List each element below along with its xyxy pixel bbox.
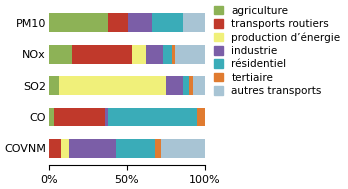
Bar xyxy=(183,76,189,95)
Bar xyxy=(197,108,205,126)
Bar xyxy=(189,76,193,95)
Legend: agriculture, transports routiers, production d’énergie, industrie, résidentiel, : agriculture, transports routiers, produc… xyxy=(212,4,343,98)
Bar xyxy=(175,45,205,64)
Bar xyxy=(69,139,116,158)
Bar xyxy=(105,108,108,126)
Bar xyxy=(49,139,61,158)
Bar xyxy=(108,108,197,126)
Bar xyxy=(72,45,132,64)
Bar xyxy=(155,139,161,158)
Bar xyxy=(58,76,166,95)
Bar xyxy=(54,108,105,126)
Bar xyxy=(49,76,58,95)
Bar xyxy=(132,45,145,64)
Bar xyxy=(116,139,155,158)
Bar xyxy=(145,45,163,64)
Bar xyxy=(183,13,205,32)
Bar xyxy=(193,76,205,95)
Bar xyxy=(152,13,183,32)
Bar xyxy=(49,13,108,32)
Bar xyxy=(108,13,128,32)
Bar xyxy=(61,139,69,158)
Bar xyxy=(49,45,72,64)
Bar xyxy=(166,76,183,95)
Bar xyxy=(128,13,152,32)
Bar xyxy=(49,108,54,126)
Bar xyxy=(163,45,172,64)
Bar xyxy=(161,139,205,158)
Bar xyxy=(172,45,175,64)
